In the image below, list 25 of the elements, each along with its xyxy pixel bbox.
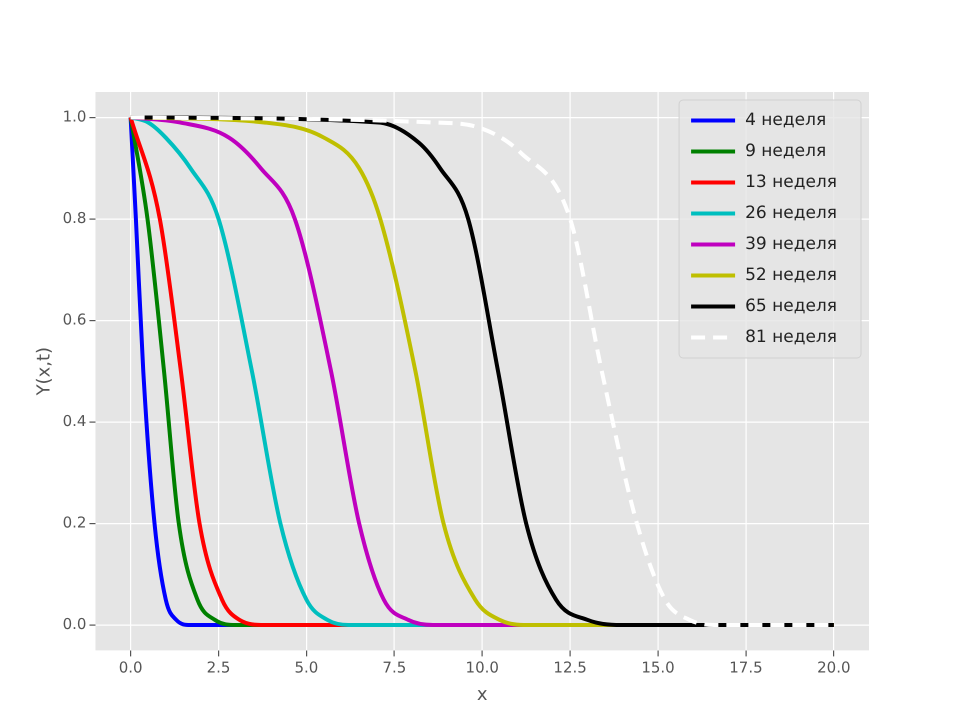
legend-label: 39 неделя <box>745 234 838 254</box>
y-tick-label: 0.8 <box>62 208 86 227</box>
x-tick-label: 2.5 <box>206 658 230 676</box>
x-tick-label: 7.5 <box>382 658 406 676</box>
legend-label: 4 неделя <box>745 110 826 130</box>
y-tick-label: 0.6 <box>62 310 86 328</box>
y-tick-label: 0.4 <box>62 412 86 430</box>
x-tick-label: 5.0 <box>294 658 318 676</box>
legend-label: 9 неделя <box>745 140 826 161</box>
y-tick-label: 0.0 <box>62 614 86 633</box>
y-tick-label: 0.2 <box>62 513 86 532</box>
x-tick-label: 10.0 <box>466 658 499 676</box>
x-axis-title: x <box>476 684 488 705</box>
x-tick-label: 17.5 <box>729 658 763 676</box>
legend-label: 65 неделя <box>745 296 838 316</box>
legend-label: 13 неделя <box>745 172 838 192</box>
x-tick-label: 0.0 <box>118 658 143 676</box>
y-axis-title: Y(x,t) <box>33 346 54 396</box>
y-tick-label: 1.0 <box>62 107 86 126</box>
x-tick-label: 12.5 <box>553 658 587 676</box>
legend-label: 26 неделя <box>745 202 838 223</box>
legend-label: 81 неделя <box>745 326 838 347</box>
x-tick-label: 20.0 <box>817 658 851 676</box>
x-tick-label: 15.0 <box>641 658 675 676</box>
legend-label: 52 неделя <box>745 264 838 285</box>
